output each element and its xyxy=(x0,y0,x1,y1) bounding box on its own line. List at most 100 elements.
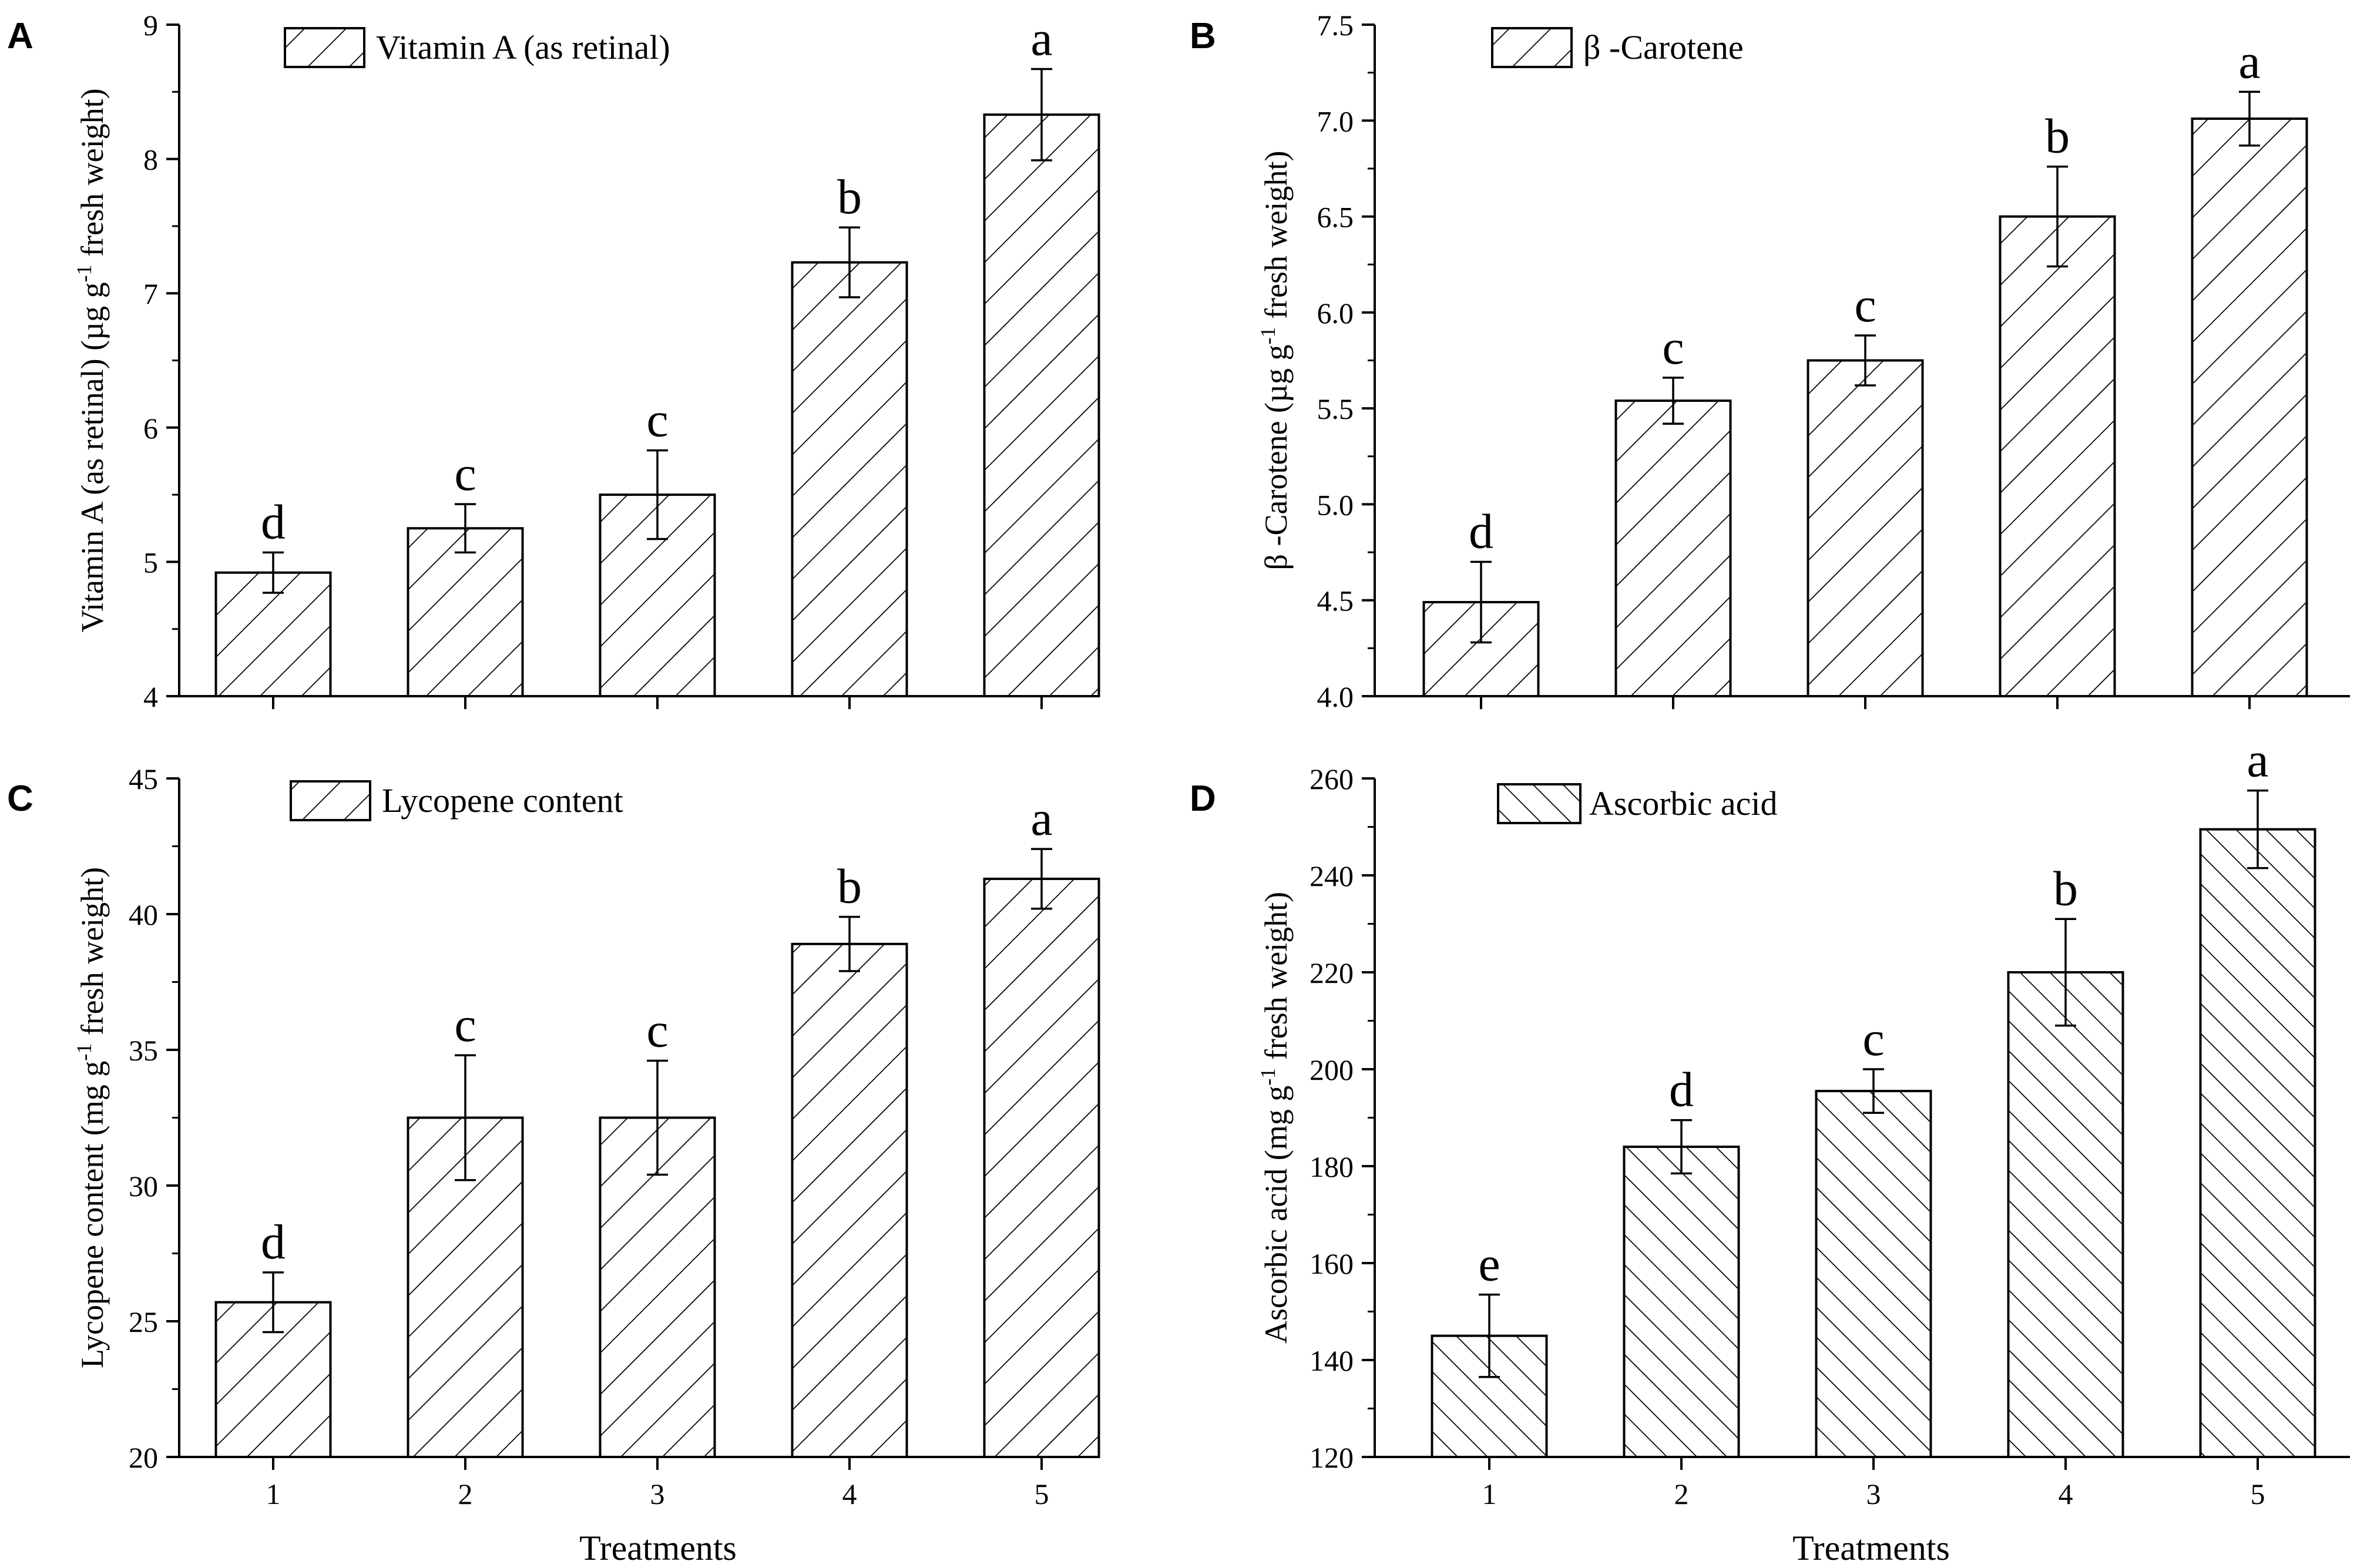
panel-d-y-tick-label: 120 xyxy=(1310,1441,1354,1474)
panel-c-bar xyxy=(214,1301,332,1458)
panel-letter-b: B xyxy=(1190,16,1216,56)
panel-b-significance-letter: a xyxy=(2238,34,2260,89)
panel-d-y-tick-label: 220 xyxy=(1310,956,1354,989)
panel-a-error-bar xyxy=(263,551,284,594)
panel-a-error-bar xyxy=(1031,68,1052,162)
panel-c-x-tick-label: 4 xyxy=(842,1478,857,1510)
panel-d-significance-letter: b xyxy=(2053,861,2078,916)
panel-d-y-tick-label: 140 xyxy=(1310,1344,1354,1377)
panel-a-legend: Vitamin A (as retinal) xyxy=(284,27,670,68)
panel-b-bar xyxy=(1999,215,2116,698)
panel-d-significance-letter: e xyxy=(1478,1237,1500,1292)
panel-b-legend-label: β -Carotene xyxy=(1583,28,1744,66)
panel-b-error-bar xyxy=(1663,377,1684,425)
panel-d-significance-letter: a xyxy=(2247,733,2268,788)
panel-d-legend-swatch xyxy=(1497,783,1582,824)
panel-b-y-tick-label: 4.5 xyxy=(1317,585,1354,617)
panel-d-y-tick-label: 240 xyxy=(1310,859,1354,892)
panel-b-bar xyxy=(1807,359,1924,697)
panel-b-y-tick-label: 7.5 xyxy=(1317,9,1354,42)
panel-c-error-bar xyxy=(839,915,860,972)
panel-b-y-tick-label: 5.0 xyxy=(1317,488,1354,521)
panel-d-y-axis-title: Ascorbic acid (mg g-1 fresh weight) xyxy=(1256,892,1294,1344)
panel-b-bar xyxy=(2191,117,2308,697)
panel-a-y-tick-label: 6 xyxy=(143,412,158,445)
panel-c-bar xyxy=(983,877,1100,1458)
panel-b-plot: 4.0 4.5 5.0 5.5 6.0 6.5 7.0 7.5 β -Carotene (µg … xyxy=(1256,9,2350,713)
panel-b-significance-letter: d xyxy=(1469,504,1493,559)
panel-d-plot: 120 140 160 180 200 220 240 260 Ascorbic acid (m… xyxy=(1256,733,2350,1510)
panel-c-error-bar xyxy=(263,1271,284,1334)
panel-d-error-bar xyxy=(1479,1293,1500,1378)
panel-a-error-bar xyxy=(839,226,860,298)
panel-c-significance-letter: c xyxy=(646,1003,668,1057)
panel-letter-c: C xyxy=(7,778,33,819)
panel-c-x-tick-label: 3 xyxy=(650,1478,665,1510)
panel-a-significance-letter: b xyxy=(837,170,862,224)
panel-b-y-tick-label: 7.0 xyxy=(1317,105,1354,137)
panel-a: A Vitamin A (as retinal) xyxy=(7,16,670,68)
panel-a-significance-letter: c xyxy=(646,393,668,448)
panel-a-bar xyxy=(983,113,1100,698)
panel-a-y-tick-label: 9 xyxy=(143,9,158,42)
panel-a-y-tick-label: 7 xyxy=(143,277,158,310)
panel-b-y-tick-label: 6.0 xyxy=(1317,297,1354,330)
panel-b-error-bar xyxy=(1470,560,1492,644)
panel-b: B β -Carotene xyxy=(1190,16,1744,68)
panel-c-significance-letter: d xyxy=(261,1215,286,1270)
panel-c-y-tick-label: 35 xyxy=(129,1034,158,1067)
panel-a-y-tick-label: 8 xyxy=(143,143,158,176)
panel-d-bar xyxy=(1815,1090,1932,1458)
panel-a-legend-swatch xyxy=(284,27,365,68)
panel-c-y-axis-title: Lycopene content (mg g-1 fresh weight) xyxy=(72,867,110,1368)
panel-d-bar xyxy=(2007,971,2124,1458)
panel-d-bar xyxy=(2199,828,2316,1458)
panel-c: C Lycopene content Treatments xyxy=(7,778,737,1567)
panel-a-y-axis-title: Vitamin A (as retinal) (µg g-1 fresh wei… xyxy=(72,88,110,632)
panel-a-plot: 4 5 6 7 8 9 Vitamin A (as retinal) (µg g-1 fre… xyxy=(72,9,1100,713)
panel-c-significance-letter: b xyxy=(837,859,862,914)
panel-a-bar xyxy=(791,261,908,697)
panel-d-significance-letter: c xyxy=(1862,1012,1884,1066)
panel-b-bar xyxy=(1614,399,1732,698)
panel-c-y-tick-label: 30 xyxy=(129,1170,158,1203)
panel-c-error-bar xyxy=(1031,848,1052,910)
panel-c-significance-letter: a xyxy=(1030,791,1052,846)
panel-c-y-tick-label: 40 xyxy=(129,898,158,931)
panel-d-x-tick-label: 4 xyxy=(2059,1478,2073,1510)
panel-d-x-tick-label: 1 xyxy=(1482,1478,1497,1510)
panel-b-y-tick-label: 5.5 xyxy=(1317,392,1354,425)
panel-a-significance-letter: d xyxy=(261,495,286,549)
panel-b-error-bar xyxy=(1855,334,1876,387)
panel-c-legend-swatch xyxy=(290,780,371,821)
panel-a-error-bar xyxy=(647,449,668,540)
panel-d-error-bar xyxy=(2055,918,2076,1027)
panel-d-x-tick-label: 3 xyxy=(1866,1478,1881,1510)
panel-b-significance-letter: c xyxy=(1662,320,1684,375)
panel-b-error-bar xyxy=(2047,165,2068,268)
panel-b-y-tick-label: 6.5 xyxy=(1317,201,1354,234)
panel-d-y-tick-label: 160 xyxy=(1310,1247,1354,1280)
panel-c-legend: Lycopene content xyxy=(290,780,623,821)
panel-d-x-tick-label: 2 xyxy=(1674,1478,1689,1510)
panel-a-significance-letter: a xyxy=(1030,11,1052,66)
panel-c-x-axis-title: Treatments xyxy=(579,1529,737,1567)
panel-b-y-axis-title: β -Carotene (µg g-1 fresh weight) xyxy=(1256,151,1294,570)
panel-d-y-tick-label: 180 xyxy=(1310,1150,1354,1183)
panel-a-bar xyxy=(407,527,524,697)
panel-c-legend-label: Lycopene content xyxy=(382,781,623,820)
panel-b-significance-letter: b xyxy=(2045,109,2070,164)
panel-c-y-tick-label: 20 xyxy=(129,1441,158,1474)
panel-c-error-bar xyxy=(647,1059,668,1176)
panel-d-y-tick-label: 200 xyxy=(1310,1053,1354,1086)
panel-a-legend-label: Vitamin A (as retinal) xyxy=(376,28,670,66)
panel-c-x-tick-label: 5 xyxy=(1035,1478,1049,1510)
panel-b-error-bar xyxy=(2239,90,2260,147)
panel-a-error-bar xyxy=(455,503,476,554)
panel-d-bar xyxy=(1623,1146,1740,1458)
panel-c-error-bar xyxy=(455,1054,476,1181)
panel-c-y-tick-label: 45 xyxy=(129,763,158,795)
panel-letter-d: D xyxy=(1190,778,1216,819)
panel-c-significance-letter: c xyxy=(454,998,476,1052)
panel-b-legend-swatch xyxy=(1491,27,1573,68)
